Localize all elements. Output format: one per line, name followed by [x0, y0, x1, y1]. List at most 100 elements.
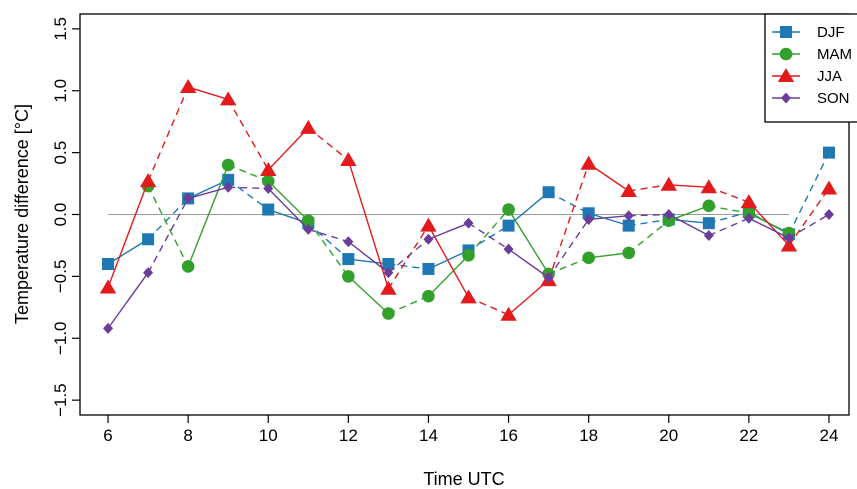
series-jja-segment — [468, 296, 509, 316]
x-tick-label: 16 — [499, 426, 518, 445]
series-djf-segment — [307, 222, 349, 260]
series-djf-point — [582, 207, 595, 220]
series-son-point — [183, 192, 194, 204]
series-mam-segment — [708, 205, 749, 214]
series-son-point — [743, 212, 754, 224]
series-djf-point — [622, 219, 635, 232]
series-son-point — [783, 232, 794, 244]
series-mam-segment — [628, 220, 670, 254]
series-djf-segment — [147, 197, 189, 240]
y-tick-label: 0.5 — [51, 141, 70, 165]
series-mam-point — [462, 249, 475, 262]
series-jja-point — [219, 91, 237, 106]
series-son-point — [223, 181, 234, 193]
series-mam-point — [582, 251, 595, 265]
series-son-segment — [468, 222, 509, 250]
series-son-segment — [187, 186, 229, 200]
series-son-segment — [508, 248, 550, 279]
series-son-segment — [748, 217, 790, 239]
series-djf-segment — [548, 191, 589, 214]
series-layer — [99, 79, 838, 334]
series-son-segment — [708, 217, 750, 237]
series-djf-segment — [428, 249, 469, 270]
series-djf-segment — [788, 152, 830, 235]
series-djf-point — [422, 262, 435, 275]
x-tick-label: 22 — [739, 426, 758, 445]
series-jja-point — [780, 237, 798, 252]
legend-marker-jja — [777, 68, 795, 82]
x-tick-label: 14 — [419, 426, 438, 445]
y-axis-title: Temperature difference [°C] — [12, 104, 32, 324]
series-djf-segment — [268, 208, 309, 224]
series-jja-point — [620, 182, 637, 197]
series-djf-segment — [348, 258, 389, 265]
series-djf-segment — [588, 212, 629, 227]
series-son-segment — [428, 222, 469, 240]
series-jja-point — [820, 180, 838, 195]
series-mam-segment — [427, 254, 470, 297]
series-jja-point — [500, 306, 517, 321]
legend: DJF MAM JJA SON — [764, 13, 857, 123]
series-mam — [141, 158, 796, 320]
series-djf-segment — [388, 263, 429, 270]
series-mam-segment — [507, 209, 550, 275]
series-son-point — [463, 217, 474, 229]
series-djf-segment — [628, 218, 669, 227]
series-son-segment — [228, 186, 269, 190]
series-djf-segment — [668, 218, 709, 224]
series-djf-point — [542, 186, 555, 199]
series-djf-point — [142, 233, 155, 246]
series-mam-point — [181, 260, 195, 273]
series-son-segment — [308, 228, 349, 243]
x-tick-label: 12 — [339, 426, 358, 445]
x-axis: 6 8 10 12 14 16 18 20 22 24 — [103, 415, 838, 445]
series-djf-point — [102, 258, 115, 271]
x-tick-label: 18 — [579, 426, 598, 445]
x-tick-label: 24 — [820, 426, 839, 445]
x-tick-label: 10 — [259, 426, 278, 445]
legend-marker-djf — [780, 26, 792, 38]
series-mam-point — [702, 199, 716, 213]
series-mam-segment — [267, 180, 309, 222]
y-tick-label: −1.5 — [51, 383, 70, 417]
series-mam-point — [342, 270, 355, 283]
series-mam-segment — [147, 185, 189, 267]
series-jja-point — [340, 152, 357, 167]
series-son-point — [103, 322, 114, 334]
series-jja-segment — [387, 225, 430, 290]
series-jja-segment — [227, 99, 269, 171]
series-jja-segment — [708, 186, 750, 203]
series-son-segment — [548, 219, 590, 279]
series-jja-point — [300, 119, 317, 134]
x-tick-label: 6 — [103, 426, 112, 445]
series-djf-segment — [708, 211, 750, 224]
series-son-point — [143, 267, 154, 279]
series-son-point — [343, 236, 354, 248]
y-tick-label: −1.0 — [51, 321, 70, 355]
series-jja-point — [740, 194, 758, 209]
series-jja-point — [179, 79, 197, 94]
series-mam-point — [221, 158, 235, 172]
series-son-point — [303, 223, 314, 235]
series-jja-segment — [547, 163, 590, 281]
series-mam-segment — [388, 295, 429, 315]
series-son-point — [823, 209, 834, 220]
series-mam-segment — [187, 164, 229, 267]
series-jja-segment — [187, 86, 229, 101]
y-tick-label: 1.0 — [51, 79, 70, 103]
series-jja-segment — [748, 201, 790, 246]
series-son-point — [543, 272, 554, 284]
series-son — [103, 181, 834, 334]
series-son-point — [503, 243, 514, 255]
series-jja-segment — [427, 225, 470, 298]
series-son-point — [623, 210, 634, 222]
series-djf-point — [262, 203, 275, 216]
series-mam-segment — [668, 205, 710, 222]
series-jja-point — [460, 289, 477, 304]
series-djf-segment — [107, 238, 149, 265]
series-mam-point — [422, 289, 435, 303]
series-son-segment — [387, 238, 429, 274]
series-jja-segment — [147, 86, 189, 182]
series-mam-segment — [588, 252, 629, 259]
series-djf-point — [822, 146, 835, 159]
